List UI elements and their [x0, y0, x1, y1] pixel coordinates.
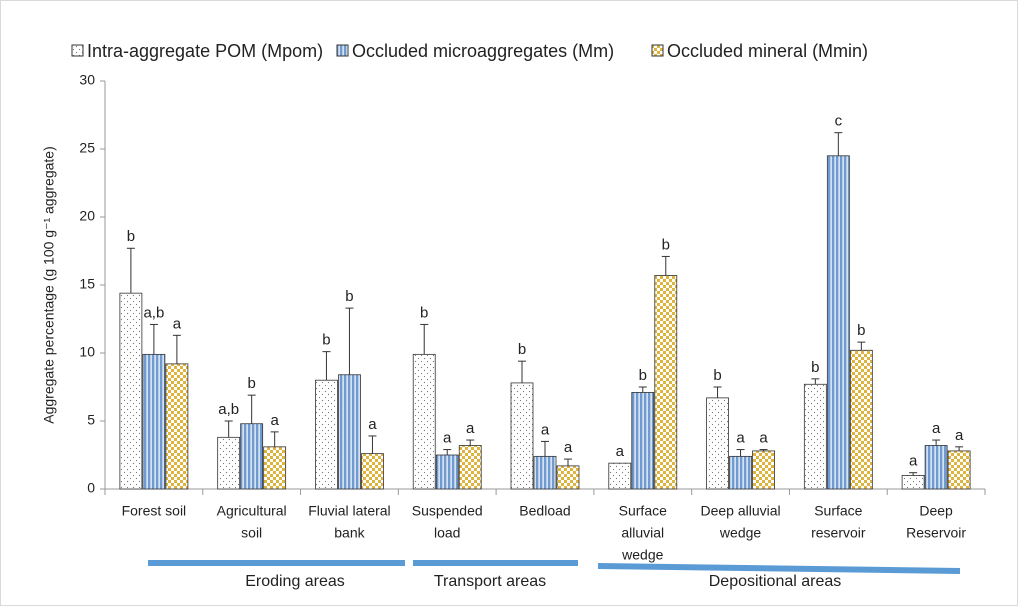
bar — [458, 445, 482, 490]
significance-letter: b — [639, 367, 647, 384]
bar — [240, 423, 264, 490]
bar — [217, 436, 241, 490]
legend-label: Occluded microaggregates (Mm) — [352, 41, 614, 61]
significance-letter: a — [759, 430, 768, 447]
significance-letter: b — [857, 322, 865, 339]
significance-letter: b — [518, 341, 526, 358]
bar — [947, 450, 971, 490]
significance-letter: a,b — [218, 401, 239, 418]
significance-letter: a — [368, 416, 377, 433]
bar — [165, 363, 189, 490]
group-label: Transport areas — [434, 573, 546, 590]
x-tick-label: Agricultural — [217, 503, 287, 519]
group-label: Eroding areas — [245, 573, 345, 590]
x-tick-label: Surface — [814, 503, 862, 519]
x-tick-label: Suspended — [412, 503, 483, 519]
bar — [361, 453, 384, 490]
significance-letter: a — [932, 420, 941, 437]
y-tick-label: 5 — [87, 412, 95, 428]
x-tick-label: Surface — [619, 503, 667, 519]
significance-letter: a,b — [143, 304, 164, 321]
significance-letter: b — [247, 375, 255, 392]
significance-letter: a — [955, 427, 964, 444]
x-tick-label: Fluvial lateral — [308, 503, 390, 519]
x-tick-label: Deep — [919, 503, 953, 519]
bar — [849, 349, 873, 490]
legend-label: Occluded mineral (Mmin) — [667, 41, 868, 61]
x-tick-label: Forest soil — [122, 503, 187, 519]
significance-letter: a — [466, 420, 475, 437]
bar — [901, 474, 925, 490]
bar — [654, 275, 678, 490]
significance-letter: a — [616, 443, 625, 460]
x-tick-label: wedge — [719, 525, 761, 541]
legend-label: Intra-aggregate POM (Mpom) — [87, 41, 323, 61]
y-tick-label: 15 — [79, 276, 95, 292]
bar — [924, 445, 948, 490]
x-tick-label: soil — [241, 525, 262, 541]
group-label: Depositional areas — [709, 573, 842, 590]
significance-letter: a — [564, 439, 573, 456]
y-tick-label: 20 — [79, 208, 95, 224]
legend-swatch — [336, 44, 349, 57]
bar — [412, 353, 436, 490]
x-tick-label: reservoir — [811, 525, 866, 541]
significance-letter: a — [736, 430, 745, 447]
bar — [119, 292, 143, 490]
bar — [631, 392, 655, 490]
significance-letter: b — [127, 228, 135, 245]
bar — [533, 455, 557, 490]
bar — [435, 454, 459, 490]
bar — [608, 462, 632, 490]
y-axis-label: Aggregate percentage (g 100 g⁻¹ aggregat… — [41, 146, 57, 423]
bar — [706, 397, 729, 490]
bar — [752, 450, 775, 490]
x-tick-label: alluvial — [621, 525, 664, 541]
y-tick-label: 0 — [87, 480, 95, 496]
bar — [803, 383, 827, 490]
x-tick-label: Deep alluvial — [700, 503, 780, 519]
significance-letter: b — [322, 332, 330, 349]
significance-letter: b — [662, 236, 670, 253]
significance-letter: b — [345, 288, 353, 305]
significance-letter: b — [420, 304, 428, 321]
significance-letter: b — [811, 359, 819, 376]
significance-letter: a — [270, 412, 279, 429]
legend: Intra-aggregate POM (Mpom) Occluded micro… — [71, 41, 868, 61]
x-tick-label: load — [434, 525, 460, 541]
x-tick-label: Reservoir — [906, 525, 966, 541]
legend-swatch — [651, 44, 664, 57]
significance-letter: c — [835, 113, 843, 130]
group-line — [597, 563, 961, 574]
bar — [556, 465, 580, 490]
significance-letter: a — [443, 430, 452, 447]
bar — [315, 379, 338, 490]
y-tick-label: 10 — [79, 344, 95, 360]
bar — [729, 455, 752, 490]
bar — [510, 382, 534, 490]
significance-letter: a — [173, 315, 182, 332]
significance-letter: a — [909, 453, 918, 470]
bar — [263, 446, 287, 490]
x-tick-label: wedge — [621, 547, 663, 563]
significance-letter: b — [713, 367, 721, 384]
x-tick-label: Bedload — [519, 503, 570, 519]
legend-swatch — [71, 44, 84, 57]
y-tick-label: 30 — [79, 72, 95, 88]
bar — [826, 155, 850, 490]
bar — [142, 353, 166, 490]
y-tick-label: 25 — [79, 140, 95, 156]
significance-letter: a — [541, 421, 550, 438]
x-tick-label: bank — [334, 525, 365, 541]
bar — [338, 374, 361, 490]
